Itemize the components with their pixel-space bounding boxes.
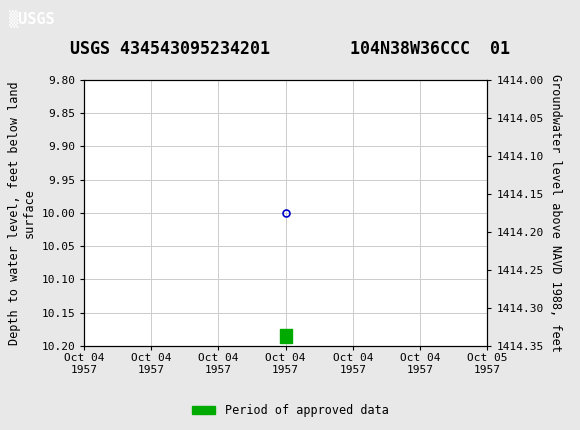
Legend: Period of approved data: Period of approved data <box>187 399 393 422</box>
Y-axis label: Depth to water level, feet below land
surface: Depth to water level, feet below land su… <box>8 81 36 345</box>
Text: USGS 434543095234201        104N38W36CCC  01: USGS 434543095234201 104N38W36CCC 01 <box>70 40 510 58</box>
Text: ▒USGS: ▒USGS <box>9 10 55 28</box>
Y-axis label: Groundwater level above NAVD 1988, feet: Groundwater level above NAVD 1988, feet <box>549 74 562 352</box>
